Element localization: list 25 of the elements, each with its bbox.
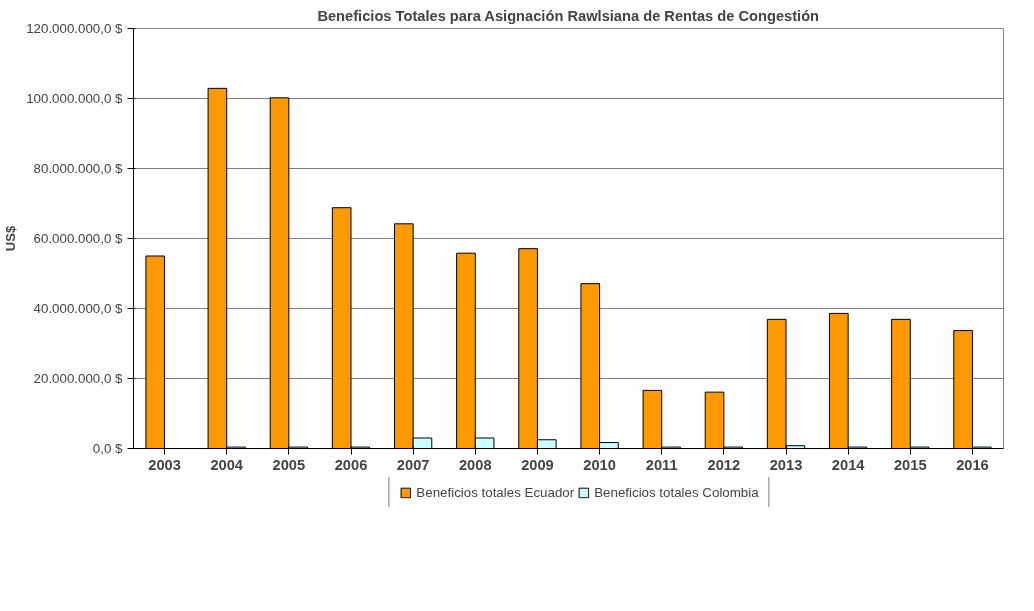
chart-title: Beneficios Totales para Asignación Rawlsiana de Rentas de Congestión — [317, 7, 820, 24]
x-tick-label: 2016 — [956, 456, 989, 473]
y-tick-label: 80.000.000,0 $ — [33, 161, 124, 176]
legend-label: Beneficios totales Colombia — [594, 484, 759, 500]
x-tick-label: 2006 — [334, 456, 368, 473]
x-tick-label: 2003 — [148, 456, 181, 473]
x-tick-label: 2015 — [893, 456, 927, 473]
x-tick-label: 2011 — [645, 456, 678, 473]
x-tick-label: 2008 — [458, 456, 492, 473]
x-tick-label: 2009 — [521, 456, 554, 473]
legend-label: Beneficios totales Ecuador — [416, 484, 575, 500]
x-tick-label: 2014 — [831, 456, 866, 473]
y-tick-label: 120.000.000,0 $ — [26, 21, 124, 36]
y-tick-label: 0,0 $ — [92, 441, 124, 456]
y-tick-label: 20.000.000,0 $ — [33, 371, 124, 386]
y-tick-label: 40.000.000,0 $ — [33, 301, 124, 316]
y-axis-title: US$ — [3, 225, 19, 252]
x-tick-label: 2013 — [769, 456, 803, 473]
y-tick-label: 60.000.000,0 $ — [33, 231, 124, 246]
y-tick-label: 100.000.000,0 $ — [26, 91, 124, 106]
x-tick-label: 2004 — [210, 456, 244, 473]
x-tick-label: 2005 — [272, 456, 306, 473]
x-tick-label: 2007 — [396, 456, 430, 473]
x-tick-label: 2010 — [583, 456, 616, 473]
x-tick-label: 2012 — [707, 456, 741, 473]
